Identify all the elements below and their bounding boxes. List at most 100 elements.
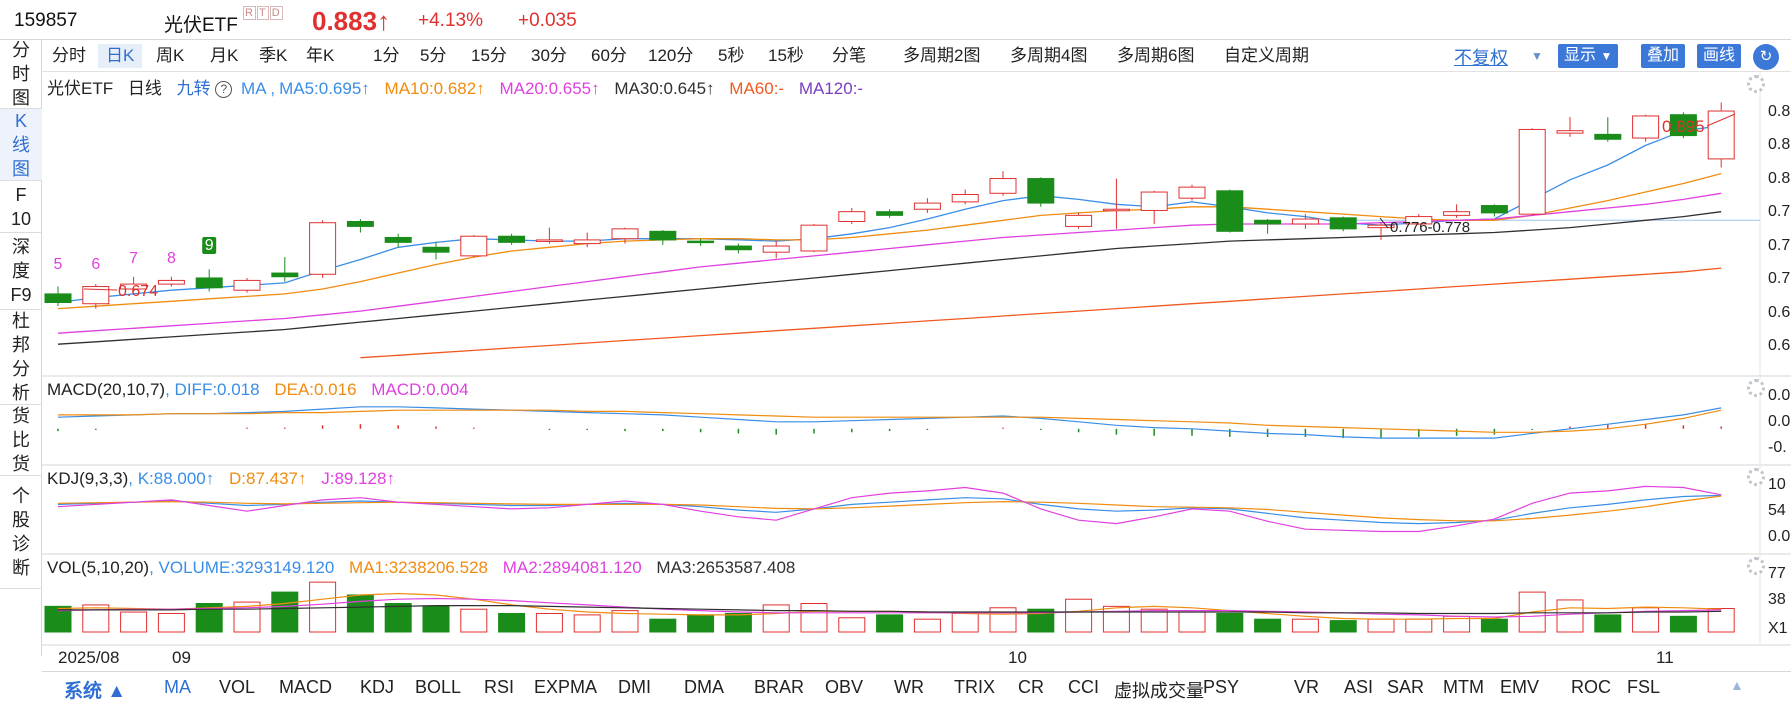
nav-label-char: 分: [12, 40, 30, 60]
price-scale-label: 0.6: [1768, 304, 1791, 321]
indicator-tab-obv[interactable]: OBV: [825, 677, 864, 697]
system-indicators-tab[interactable]: 系统 ▲: [64, 681, 127, 701]
price-scale-label: 0.7: [1768, 237, 1791, 254]
period-tab[interactable]: 多周期2图: [903, 46, 981, 65]
indicator-tab-mtm[interactable]: MTM: [1443, 677, 1484, 697]
volume-bar-down: [1669, 615, 1697, 633]
expand-tabs-icon[interactable]: ▲: [1730, 677, 1744, 693]
period-tab[interactable]: 年K: [306, 46, 335, 65]
period-tab[interactable]: 1分: [373, 46, 400, 65]
candle-up: [1291, 218, 1319, 225]
indicator-tab-macd[interactable]: MACD: [279, 677, 332, 697]
volume-bar-down: [649, 618, 677, 633]
period-tab[interactable]: 季K: [259, 46, 288, 65]
indicator-tab-trix[interactable]: TRIX: [954, 677, 996, 697]
indicator-tab-fsl[interactable]: FSL: [1627, 677, 1661, 697]
chevron-down-icon[interactable]: ▼: [1531, 49, 1543, 63]
legend-ma60: MA60:-: [729, 79, 785, 98]
indicator-tab-asi[interactable]: ASI: [1344, 677, 1374, 697]
period-tab[interactable]: 分笔: [832, 46, 866, 65]
indicator-tab-roc[interactable]: ROC: [1571, 677, 1611, 697]
kdj-scale-label: 0.0: [1768, 528, 1791, 545]
indicator-tab-vol[interactable]: VOL: [219, 677, 256, 697]
display-button[interactable]: 显示 ▼: [1558, 44, 1619, 68]
period-tab[interactable]: 多周期6图: [1117, 46, 1195, 65]
indicator-tab-dma[interactable]: DMA: [684, 677, 724, 697]
volume-bar-up: [1140, 608, 1168, 633]
volume-bar-up: [535, 612, 563, 633]
period-tab[interactable]: 自定义周期: [1224, 46, 1309, 65]
help-icon[interactable]: ?: [215, 81, 233, 98]
nav-f10[interactable]: F 10: [0, 181, 42, 233]
macd-settings-gear-icon[interactable]: [1747, 379, 1765, 397]
candle-up: [989, 178, 1017, 194]
ma-line-ma60: [360, 267, 1722, 359]
period-tab[interactable]: 日K: [98, 44, 143, 68]
nine-turn-label: 7: [129, 250, 138, 267]
period-tab[interactable]: 月K: [210, 46, 239, 65]
jiuzhuan-toggle[interactable]: 九转: [176, 79, 211, 98]
indicator-tab-vr[interactable]: VR: [1294, 677, 1320, 697]
period-tab[interactable]: 120分: [648, 46, 694, 65]
period-tab[interactable]: 15分: [471, 46, 507, 65]
kdj-settings-gear-icon[interactable]: [1747, 468, 1765, 486]
nav-fenshi[interactable]: 分时图: [0, 40, 42, 109]
indicator-tab-cci[interactable]: CCI: [1068, 677, 1099, 697]
indicator-tab-ma[interactable]: MA: [164, 677, 191, 697]
period-tab[interactable]: 周K: [156, 46, 185, 65]
volume-bar-up: [233, 601, 261, 633]
indicator-tab-dmi[interactable]: DMI: [618, 677, 651, 697]
period-tab[interactable]: 5秒: [718, 46, 745, 65]
vol-ma1-line: [57, 592, 1722, 620]
candle-up: [1367, 224, 1395, 229]
draw-line-button[interactable]: 画线: [1697, 44, 1742, 68]
period-tab[interactable]: 多周期4图: [1010, 46, 1088, 65]
period-tab[interactable]: 60分: [591, 46, 627, 65]
indicator-tab-cr[interactable]: CR: [1018, 677, 1044, 697]
nav-shendu[interactable]: 深度 F9: [0, 233, 42, 310]
date-label: 2025/08: [58, 648, 120, 667]
indicator-tab-sar[interactable]: SAR: [1387, 677, 1425, 697]
candle-up: [233, 279, 261, 291]
indicator-tab-虚拟成交量[interactable]: 虚拟成交量: [1114, 681, 1204, 701]
nav-diagnosis[interactable]: 个股诊断: [0, 476, 42, 589]
indicator-tab-psy[interactable]: PSY: [1203, 677, 1240, 697]
volume-bar-down: [346, 594, 374, 633]
nav-compare[interactable]: 货比货: [0, 405, 42, 476]
nav-label-char: 度: [12, 261, 30, 281]
vol-settings-gear-icon[interactable]: [1747, 557, 1765, 575]
indicator-tab-expma[interactable]: EXPMA: [534, 677, 598, 697]
vol-name: VOL(5,10,20): [47, 558, 150, 577]
indicator-tab-brar[interactable]: BRAR: [754, 677, 805, 697]
overlay-button[interactable]: 叠加: [1641, 44, 1686, 68]
adjust-type-select[interactable]: 不复权: [1454, 48, 1508, 68]
indicator-tab-rsi[interactable]: RSI: [484, 677, 515, 697]
price-scale-label: 0.7: [1768, 203, 1791, 220]
candle-up: [82, 286, 110, 305]
legend-type: 日线: [127, 79, 162, 98]
nav-dupont[interactable]: 杜邦分析: [0, 310, 42, 405]
period-tab[interactable]: 5分: [420, 46, 447, 65]
nav-label-char: 杜: [12, 311, 30, 331]
vol-volume: , VOLUME:3293149.120: [149, 558, 335, 577]
period-tab[interactable]: 分时: [52, 46, 86, 65]
refresh-icon[interactable]: ↻: [1753, 44, 1779, 70]
candle-down: [1216, 190, 1244, 232]
indicator-tab-boll[interactable]: BOLL: [415, 677, 462, 697]
indicator-tab-emv[interactable]: EMV: [1500, 677, 1540, 697]
nav-label-char: 个: [12, 486, 30, 506]
stock-name[interactable]: 光伏ETF: [164, 15, 238, 36]
main-settings-gear-icon[interactable]: [1747, 75, 1765, 93]
period-tab[interactable]: 15秒: [768, 46, 804, 65]
indicator-tab-kdj[interactable]: KDJ: [360, 677, 395, 697]
candle-up: [1405, 216, 1433, 225]
ma-line-ma10: [57, 172, 1722, 310]
candle-down: [687, 240, 715, 244]
period-tab[interactable]: 30分: [531, 46, 567, 65]
volume-bar-up: [1178, 611, 1206, 633]
indicator-tab-wr[interactable]: WR: [894, 677, 924, 697]
volume-bar-down: [687, 614, 715, 633]
